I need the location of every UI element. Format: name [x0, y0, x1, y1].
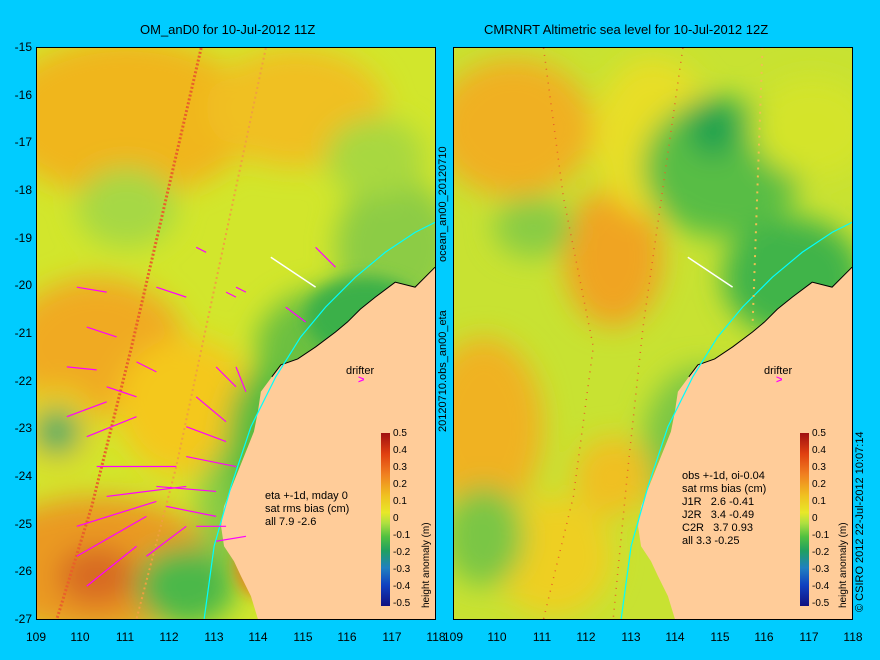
y-tick: -16 [14, 88, 32, 102]
colorbar-tick: -0.3 [812, 564, 830, 575]
right-map-field [454, 48, 852, 619]
x-tick: 117 [799, 630, 819, 644]
y-tick: -19 [14, 231, 32, 245]
colorbar-tick: 0.1 [812, 496, 826, 507]
colorbar-tick: 0.3 [393, 462, 407, 473]
x-tick: 115 [710, 630, 730, 644]
x-tick: 109 [25, 630, 47, 644]
colorbar-tick: 0 [393, 513, 399, 524]
land-mass [638, 267, 852, 619]
colorbar-tick: 0.4 [812, 445, 826, 456]
colorbar-tick: 0.1 [393, 496, 407, 507]
x-tick: 111 [532, 630, 552, 644]
colorbar-tick: 0.4 [393, 445, 407, 456]
colorbar-label-left: height anomaly (m) [421, 522, 432, 608]
stats-line: sat rms bias (cm) [682, 483, 767, 495]
x-tick: 114 [248, 630, 268, 644]
run-id-label-top: ocean_an00_20120710 [437, 146, 449, 262]
y-tick: -15 [14, 40, 32, 54]
stats-line: J2R 3.4 -0.49 [682, 509, 755, 521]
x-tick: 112 [159, 630, 179, 644]
colorbar-tick: -0.3 [393, 564, 411, 575]
y-tick: -22 [14, 374, 32, 388]
x-tick: 113 [204, 630, 224, 644]
y-tick: -27 [14, 612, 32, 626]
stats-line: sat rms bias (cm) [265, 503, 350, 515]
stats-line: C2R 3.7 0.93 [682, 522, 753, 534]
stats-line: eta +-1d, mday 0 [265, 490, 348, 502]
x-tick: 111 [115, 630, 135, 644]
y-tick: -24 [14, 469, 32, 483]
run-id-label-bottom: 20120710.obs_an00_eta [437, 310, 449, 432]
colorbar-tick: 0.5 [393, 428, 407, 439]
drifter-arrow-icon: > [358, 374, 365, 386]
colorbar-tick: 0.2 [812, 479, 826, 490]
y-tick: -18 [14, 183, 32, 197]
x-tick: 116 [337, 630, 357, 644]
x-tick: 114 [665, 630, 685, 644]
colorbar-right [800, 433, 809, 606]
x-tick: 118 [426, 630, 446, 644]
stats-line: all 7.9 -2.6 [265, 516, 317, 528]
colorbar-tick: 0.3 [812, 462, 826, 473]
drifter-label-right: drifter [764, 365, 793, 377]
colorbar-tick: -0.2 [393, 547, 411, 558]
right-map-title: CMRNRT Altimetric sea level for 10-Jul-2… [484, 22, 769, 37]
colorbar-tick: -0.4 [393, 581, 411, 592]
colorbar-tick: -0.5 [812, 598, 830, 609]
x-tick: 110 [70, 630, 90, 644]
drifter-arrow-icon: > [776, 374, 783, 386]
colorbar-left [381, 433, 390, 606]
stats-line: all 3.3 -0.25 [682, 535, 740, 547]
x-tick: 110 [487, 630, 507, 644]
left-stats: eta +-1d, mday 0 sat rms bias (cm) all 7… [265, 490, 349, 529]
colorbar-tick: 0.2 [393, 479, 407, 490]
y-tick: -25 [14, 517, 32, 531]
drifter-label-left: drifter [346, 365, 375, 377]
colorbar-tick: -0.4 [812, 581, 830, 592]
coastline-contour [203, 221, 435, 619]
x-tick: 112 [576, 630, 596, 644]
x-tick: 117 [382, 630, 402, 644]
colorbar-tick: 0.5 [812, 428, 826, 439]
colorbar-label-right: height anomaly (m) [838, 522, 849, 608]
colorbar-tick: -0.2 [812, 547, 830, 558]
drift-vectors [66, 246, 336, 587]
y-tick: -17 [14, 135, 32, 149]
colorbar-tick: -0.5 [393, 598, 411, 609]
stats-line: J1R 2.6 -0.41 [682, 496, 755, 508]
y-tick: -23 [14, 421, 32, 435]
colorbar-tick: -0.1 [812, 530, 830, 541]
y-tick: -21 [14, 326, 32, 340]
x-tick: 113 [621, 630, 641, 644]
x-tick: 118 [843, 630, 863, 644]
right-map [453, 47, 853, 620]
colorbar-tick: 0 [812, 513, 818, 524]
stats-line: obs +-1d, oi-0.04 [682, 470, 765, 482]
copyright-label: © CSIRO 2012 22-Jul-2012 10:07:14 [854, 431, 866, 612]
x-tick: 115 [293, 630, 313, 644]
left-map [36, 47, 436, 620]
right-stats: obs +-1d, oi-0.04 sat rms bias (cm) J1R … [682, 470, 766, 548]
y-tick: -26 [14, 564, 32, 578]
x-tick: 109 [442, 630, 464, 644]
left-map-field [37, 48, 435, 619]
y-tick: -20 [14, 278, 32, 292]
coastline-contour [620, 221, 852, 619]
x-tick: 116 [754, 630, 774, 644]
left-map-title: OM_anD0 for 10-Jul-2012 11Z [140, 22, 316, 37]
colorbar-tick: -0.1 [393, 530, 411, 541]
